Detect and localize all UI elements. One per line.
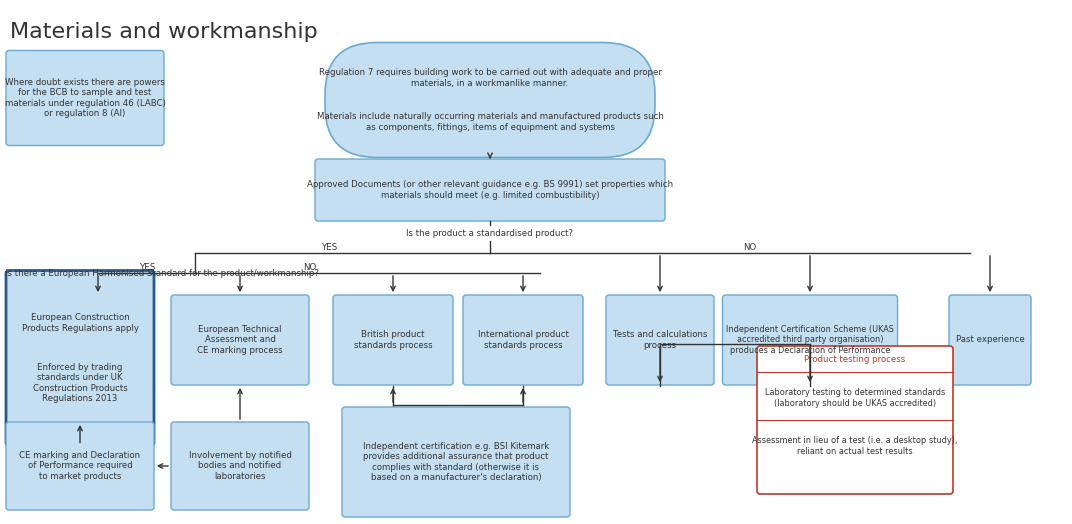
FancyBboxPatch shape (315, 159, 665, 221)
FancyBboxPatch shape (172, 295, 309, 385)
Text: International product
standards process: International product standards process (477, 330, 568, 350)
FancyBboxPatch shape (6, 422, 154, 510)
Text: NO: NO (743, 243, 757, 252)
Text: Materials include naturally occurring materials and manufactured products such
a: Materials include naturally occurring ma… (316, 112, 664, 132)
Text: Materials and workmanship: Materials and workmanship (10, 22, 317, 42)
Text: Where doubt exists there are powers
for the BCB to sample and test
materials und: Where doubt exists there are powers for … (4, 78, 165, 118)
Text: European Construction
Products Regulations apply: European Construction Products Regulatio… (21, 313, 138, 333)
FancyBboxPatch shape (723, 295, 897, 385)
Text: Laboratory testing to determined standards
(laboratory should be UKAS accredited: Laboratory testing to determined standar… (765, 388, 946, 408)
Text: Independent Certification Scheme (UKAS
accredited third party organisation)
prod: Independent Certification Scheme (UKAS a… (726, 325, 894, 355)
Text: NO: NO (303, 263, 316, 271)
Text: Tests and calculations
process: Tests and calculations process (613, 330, 708, 350)
Text: Enforced by trading
standards under UK
Construction Products
Regulations 2013: Enforced by trading standards under UK C… (32, 363, 128, 403)
FancyBboxPatch shape (606, 295, 714, 385)
FancyBboxPatch shape (949, 295, 1031, 385)
Text: Approved Documents (or other relevant guidance e.g. BS 9991) set properties whic: Approved Documents (or other relevant gu… (307, 180, 673, 200)
FancyBboxPatch shape (325, 42, 655, 158)
FancyBboxPatch shape (463, 295, 583, 385)
FancyBboxPatch shape (172, 422, 309, 510)
Text: Is the product a standardised product?: Is the product a standardised product? (406, 228, 574, 237)
Text: Involvement by notified
bodies and notified
laboratories: Involvement by notified bodies and notif… (189, 451, 292, 481)
Text: Independent certification e.g. BSI Kitemark
provides additional assurance that p: Independent certification e.g. BSI Kitem… (363, 442, 549, 482)
FancyBboxPatch shape (342, 407, 570, 517)
Text: YES: YES (322, 243, 338, 252)
FancyBboxPatch shape (6, 270, 154, 445)
Text: CE marking and Declaration
of Performance required
to market products: CE marking and Declaration of Performanc… (19, 451, 140, 481)
Text: Product testing process: Product testing process (804, 355, 906, 364)
Text: Regulation 7 requires building work to be carried out with adequate and proper
m: Regulation 7 requires building work to b… (318, 68, 661, 88)
Text: YES: YES (139, 263, 157, 271)
Text: Past experience: Past experience (955, 335, 1025, 344)
FancyBboxPatch shape (6, 50, 164, 146)
Text: British product
standards process: British product standards process (354, 330, 432, 350)
FancyBboxPatch shape (333, 295, 453, 385)
Text: Is there a European Harmonised Standard for the product/workmanship?: Is there a European Harmonised Standard … (5, 268, 318, 278)
Text: Assessment in lieu of a test (i.e. a desktop study),
reliant on actual test resu: Assessment in lieu of a test (i.e. a des… (753, 436, 957, 456)
Text: European Technical
Assessment and
CE marking process: European Technical Assessment and CE mar… (197, 325, 283, 355)
FancyBboxPatch shape (757, 346, 953, 494)
